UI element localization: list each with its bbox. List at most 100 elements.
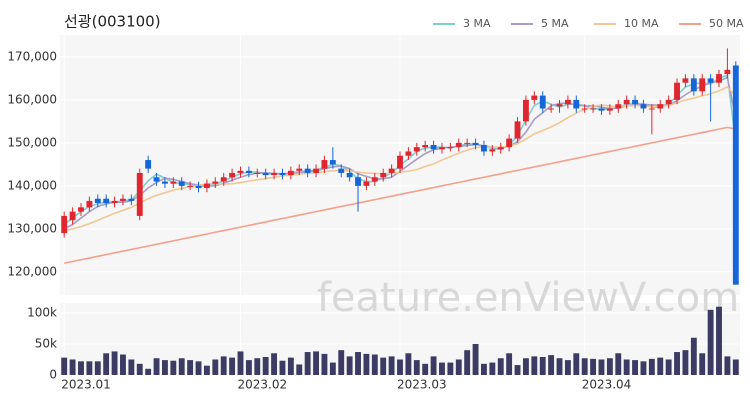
volume-bar [455, 359, 462, 375]
volume-bar [86, 361, 93, 375]
candle-body [640, 104, 647, 109]
volume-bar [170, 360, 177, 375]
y-tick-label: 140,000 [7, 178, 57, 192]
volume-bar [397, 359, 403, 375]
candle-body [665, 99, 672, 105]
volume-bar [388, 356, 395, 375]
candle-body [556, 104, 563, 107]
volume-bar [329, 362, 336, 375]
volume-bar [464, 350, 471, 375]
y-tick-label: 0 [49, 368, 57, 382]
candle-body [380, 172, 387, 178]
volume-bar [287, 357, 294, 375]
volume-bar [489, 362, 496, 375]
volume-bar [153, 358, 160, 375]
candle-body [371, 177, 378, 182]
candle-body [355, 177, 361, 186]
volume-bar [262, 357, 269, 375]
y-tick-label: 160,000 [7, 92, 57, 106]
volume-bar [707, 309, 714, 375]
candle-body [296, 168, 303, 171]
volume-bar [229, 357, 236, 375]
volume-bar [103, 353, 110, 375]
volume-bar [648, 358, 655, 375]
candle-body [237, 170, 244, 173]
candle-body [674, 82, 680, 100]
candle-body [430, 145, 437, 150]
volume-bar [413, 360, 420, 375]
volume-bar [405, 353, 412, 375]
candle-body [539, 95, 546, 109]
candle-body [489, 149, 496, 152]
candle-body [615, 104, 622, 109]
volume-bar [279, 360, 286, 375]
volume-bar [237, 351, 244, 375]
x-tick-label: 2023.01 [61, 378, 111, 392]
candle-body [682, 78, 689, 83]
volume-bar [162, 360, 168, 375]
candle-body [111, 200, 118, 204]
candle-body [262, 172, 269, 176]
candle-body [145, 160, 152, 169]
candle-body [94, 198, 101, 204]
candle-body [472, 142, 479, 146]
candle-body [548, 108, 555, 110]
volume-bar [724, 356, 731, 375]
candle-body [699, 78, 706, 92]
volume-bar [522, 358, 529, 375]
candle-body [120, 198, 126, 201]
volume-bar [128, 359, 135, 375]
candle-body [724, 69, 731, 75]
candle-body [279, 172, 286, 176]
x-tick-label: 2023.02 [237, 378, 287, 392]
candle-body [69, 211, 76, 221]
candle-body [598, 108, 605, 111]
volume-bar [69, 359, 76, 375]
candle-body [464, 142, 471, 144]
volume-bar [380, 357, 387, 375]
volume-bar [422, 363, 429, 375]
volume-bar [539, 357, 546, 375]
candle-body [170, 181, 177, 184]
candle-body [481, 145, 487, 152]
candle-body [590, 108, 597, 110]
volume-bar [220, 356, 227, 375]
volume-bar [195, 361, 202, 375]
candle-body [78, 207, 84, 212]
candle-body [690, 78, 697, 92]
volume-bar [564, 360, 571, 375]
volume-bar [430, 356, 437, 375]
volume-bar [632, 360, 638, 375]
volume-bar [674, 352, 680, 375]
volume-bar [355, 352, 361, 375]
candle-body [61, 215, 68, 234]
candle-body [422, 145, 429, 148]
volume-bar [363, 353, 370, 375]
x-tick-label: 2023.04 [582, 378, 632, 392]
candle-body [187, 185, 194, 187]
volume-bar [665, 359, 672, 375]
volume-bar [615, 353, 622, 375]
volume-bar [296, 364, 303, 375]
volume-bar [732, 359, 739, 375]
candle-body [220, 177, 227, 182]
candle-body [304, 168, 311, 173]
candle-body [178, 181, 185, 186]
candle-body [573, 99, 580, 109]
volume-bar [120, 354, 126, 375]
candle-body [707, 78, 714, 83]
volume-bar [321, 353, 328, 375]
volume-bar [78, 361, 84, 375]
y-tick-label: 170,000 [7, 49, 57, 63]
candle-body [245, 170, 252, 173]
candle-body [657, 104, 664, 109]
volume-bar [254, 358, 261, 375]
volume-bar [590, 358, 597, 375]
volume-bar [371, 354, 378, 375]
chart-title: 선광(003100) [64, 13, 161, 31]
volume-bar [699, 353, 706, 375]
volume-bar [623, 359, 630, 375]
volume-bar [447, 362, 454, 375]
candle-body [346, 172, 353, 178]
volume-bar [531, 356, 538, 375]
